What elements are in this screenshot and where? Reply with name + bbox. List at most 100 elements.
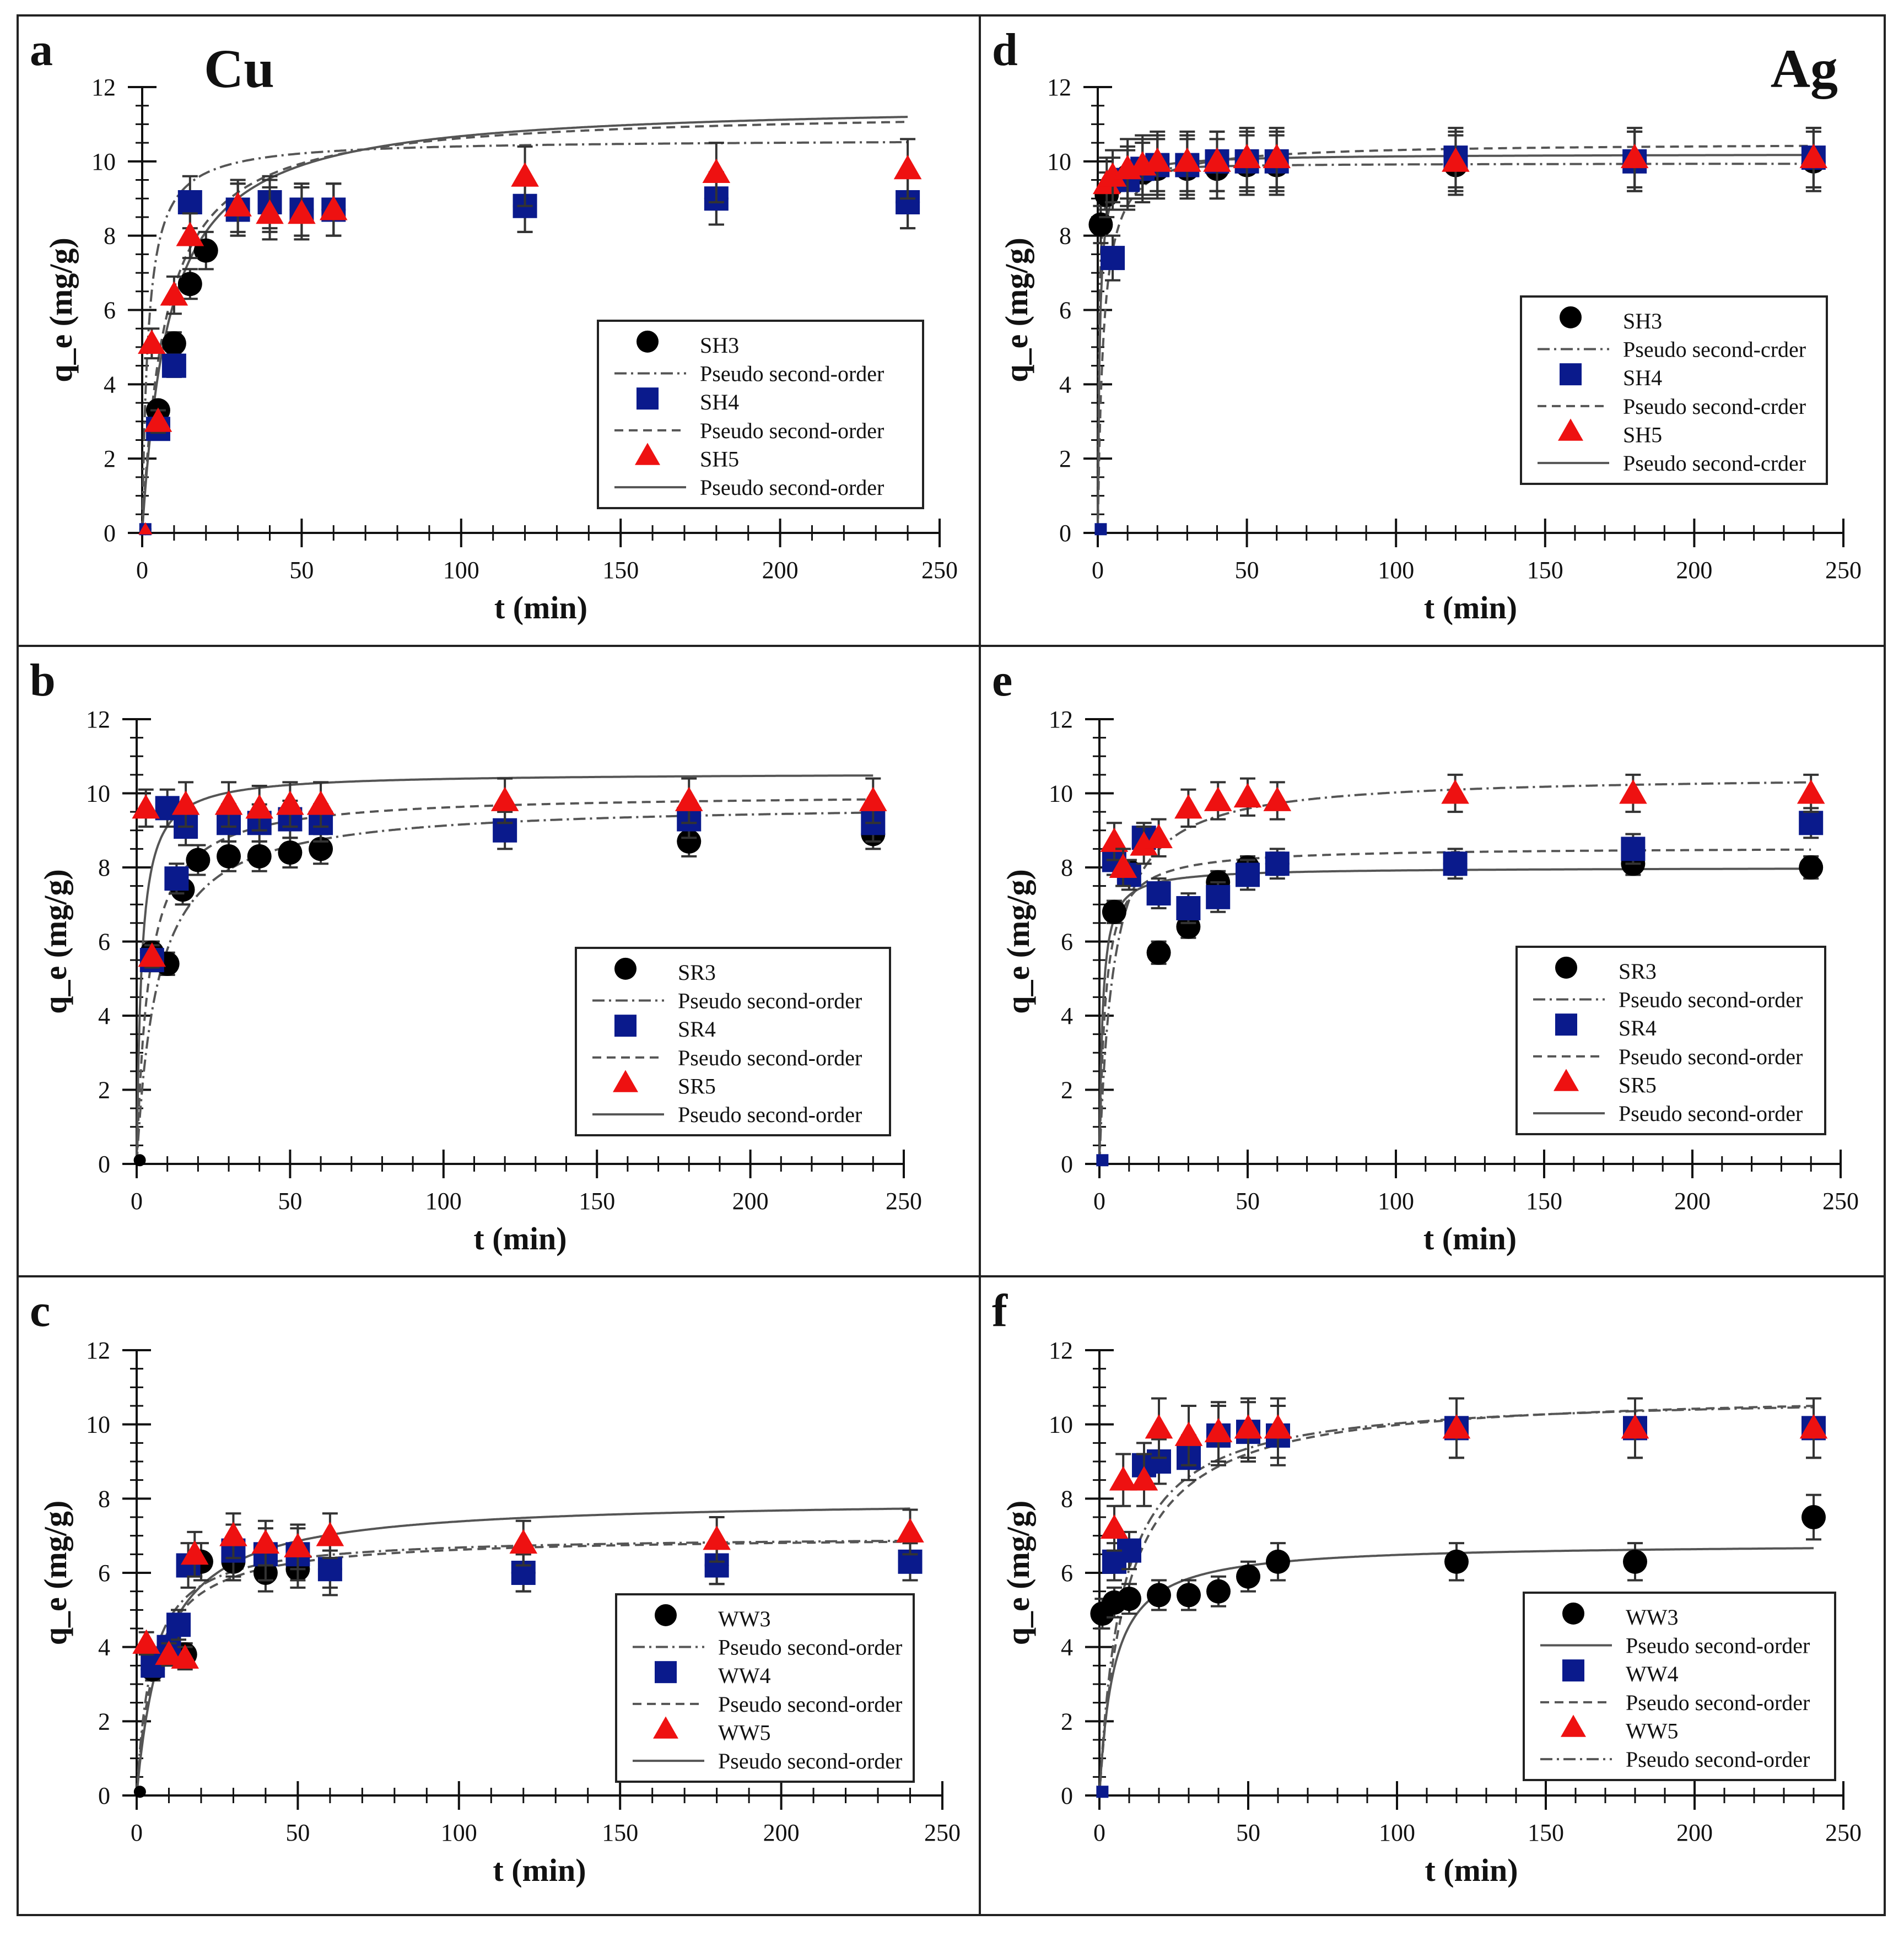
x-axis-label: t (min) xyxy=(1423,1221,1517,1256)
y-axis-label: q_e (mg/g) xyxy=(999,238,1034,382)
x-tick-label: 250 xyxy=(924,1819,961,1846)
y-tick-label: 6 xyxy=(1061,929,1073,956)
data-point-WW5 xyxy=(132,1629,160,1654)
y-tick-label: 8 xyxy=(1059,223,1071,250)
legend-label: Pseudo second-order xyxy=(1626,1747,1810,1772)
series-SH5 xyxy=(1092,127,1828,211)
y-tick-label: 12 xyxy=(1049,706,1073,733)
data-point-SR4 xyxy=(1621,837,1646,861)
data-point-WW5 xyxy=(509,1529,538,1554)
data-point-WW3 xyxy=(1623,1549,1647,1574)
x-tick-label: 50 xyxy=(289,557,314,584)
data-point-WW3 xyxy=(1177,1583,1201,1608)
y-axis-label: q_e (mg/g) xyxy=(1000,869,1036,1014)
legend-e: SR3 Pseudo second-order SR4 Pseudo second-o… xyxy=(1515,946,1826,1135)
legend-label: Pseudo second-order xyxy=(718,1749,902,1773)
data-point-SH5 xyxy=(1233,143,1261,169)
legend-label: Pseudo second-order xyxy=(1626,1690,1810,1715)
data-point-SH5 xyxy=(138,329,166,354)
data-point-WW3 xyxy=(1117,1587,1141,1611)
chart-c: c 0 2 4 6 8 10 12 0 50 100 150 200 250 t (min) q_e (mg/… xyxy=(30,1285,961,1888)
legend-box xyxy=(1523,1592,1836,1781)
y-tick-label: 2 xyxy=(1061,1077,1073,1104)
legend-marker-circle xyxy=(1560,306,1582,328)
x-axis-label: t (min) xyxy=(1425,1852,1518,1888)
legend-label: SR4 xyxy=(678,1017,716,1042)
data-point-WW3 xyxy=(1236,1564,1260,1589)
legend-marker-circle xyxy=(614,957,637,980)
data-point-SR5 xyxy=(171,790,200,815)
legend-marker-square xyxy=(1562,1659,1584,1682)
x-tick-label: 200 xyxy=(1676,1819,1713,1846)
data-point-SH5 xyxy=(256,199,284,224)
legend-label: SR3 xyxy=(1619,959,1657,984)
legend-label: Pseudo second-order xyxy=(1619,1101,1803,1126)
y-tick-label: 8 xyxy=(104,223,116,250)
y-tick-label: 6 xyxy=(98,1560,110,1587)
data-point-WW5 xyxy=(1264,1414,1292,1439)
data-point-SR3 xyxy=(186,848,211,872)
x-axis-label: t (min) xyxy=(493,1852,586,1888)
legend-marker-square xyxy=(637,387,659,410)
y-tick-label: 4 xyxy=(1061,1002,1073,1029)
data-point-SR4 xyxy=(1176,896,1201,920)
data-point-SR5 xyxy=(1174,794,1202,819)
legend-marker-square xyxy=(1555,1013,1577,1036)
data-point-SH5 xyxy=(1143,147,1172,172)
data-point-SR3 xyxy=(309,837,333,861)
x-tick-label: 100 xyxy=(441,1819,477,1846)
chart-e: e 0 2 4 6 8 10 12 0 50 100 150 200 250 t (min) q_e (mg/… xyxy=(992,655,1859,1256)
data-point-SH5 xyxy=(1442,147,1470,172)
data-point-SR5 xyxy=(1619,779,1647,804)
y-tick-label: 4 xyxy=(98,1634,110,1661)
x-tick-label: 100 xyxy=(1378,557,1414,584)
data-point-SH5 xyxy=(1203,147,1231,172)
y-tick-label: 0 xyxy=(98,1151,110,1178)
x-tick-label: 200 xyxy=(762,557,799,584)
metal-label: Ag xyxy=(1771,38,1838,99)
data-point-WW3 xyxy=(1266,1549,1290,1574)
x-tick-label: 50 xyxy=(278,1188,302,1215)
chart-f: f 0 2 4 6 8 10 12 0 50 100 150 200 250 t (min) q_e (mg/… xyxy=(992,1285,1862,1888)
data-point-WW3 xyxy=(1147,1583,1171,1608)
x-tick-label: 250 xyxy=(1825,557,1862,584)
x-tick-label: 200 xyxy=(1676,557,1712,584)
data-point-SR5 xyxy=(245,794,274,819)
y-tick-label: 0 xyxy=(104,520,116,547)
data-point-SR4 xyxy=(1236,862,1260,887)
y-tick-label: 2 xyxy=(1061,1708,1073,1735)
data-point-WW5 xyxy=(284,1533,312,1557)
data-point-SH5 xyxy=(1173,147,1201,172)
panel-letter: f xyxy=(992,1285,1008,1336)
y-tick-label: 4 xyxy=(1059,371,1071,398)
fit-curve-dashdot xyxy=(141,141,908,533)
chart-a: a Cu 0 2 4 6 8 10 12 0 50 100 150 200 250 t (min) q_e (m… xyxy=(30,24,958,625)
x-tick-label: 250 xyxy=(1825,1819,1862,1846)
legend-label: SR5 xyxy=(1619,1073,1657,1098)
data-point-SR3 xyxy=(1102,899,1126,924)
x-axis-label: t (min) xyxy=(1424,590,1517,625)
legend-c: WW3 Pseudo second-order WW4 Pseudo second-o… xyxy=(615,1593,915,1783)
data-point-WW5 xyxy=(316,1522,344,1546)
data-point-SH5 xyxy=(1098,162,1127,187)
y-tick-label: 12 xyxy=(1047,74,1071,101)
legend-label: WW4 xyxy=(718,1663,771,1688)
data-point-WW3 xyxy=(133,1786,146,1798)
y-tick-label: 10 xyxy=(1049,1411,1073,1438)
data-point-WW4 xyxy=(317,1557,342,1582)
legend-label: SH5 xyxy=(700,447,739,472)
data-point-SR4 xyxy=(1096,1154,1109,1167)
data-point-WW4 xyxy=(166,1613,191,1637)
y-tick-label: 10 xyxy=(91,148,116,175)
legend-label: WW3 xyxy=(718,1606,771,1631)
data-point-SR3 xyxy=(217,844,241,869)
data-point-SR3 xyxy=(278,840,303,865)
legend-marker-circle xyxy=(1562,1602,1584,1625)
data-point-SR5 xyxy=(1797,779,1825,804)
data-point-WW5 xyxy=(1204,1417,1233,1443)
panel-frames xyxy=(17,14,1886,1916)
data-point-SH4 xyxy=(1101,246,1125,271)
legend-marker-triangle xyxy=(635,443,660,465)
legend-marker-circle xyxy=(655,1604,677,1626)
data-point-SR5 xyxy=(1263,786,1292,811)
